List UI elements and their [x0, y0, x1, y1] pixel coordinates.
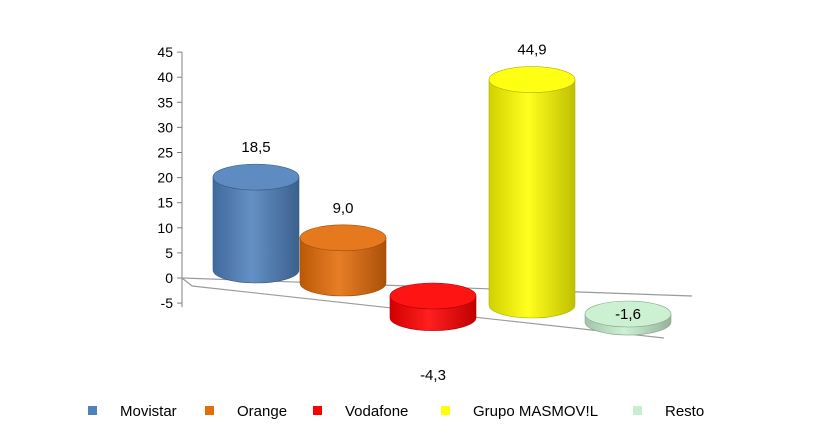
data-label-grupo-masmov-l: 44,9	[517, 42, 546, 59]
legend-label: Resto	[665, 403, 704, 420]
bars	[212, 66, 672, 336]
y-tick-label: -5	[161, 295, 174, 311]
legend-swatch	[441, 406, 450, 415]
y-tick-label: 10	[157, 220, 173, 236]
legend-swatch	[313, 406, 322, 415]
legend-item-grupo-masmov-l: Grupo MASMOV!L	[441, 403, 598, 420]
legend-item-movistar: Movistar	[88, 403, 177, 420]
data-labels: 18,5 9,0 -4,3 44,9 -1,6	[241, 42, 641, 384]
bar-orange	[299, 224, 387, 297]
data-label-vodafone: -4,3	[420, 367, 446, 384]
y-tick-label: 35	[157, 94, 173, 110]
legend: Movistar Orange Vodafone Grupo MASMOV!L Rest…	[88, 403, 704, 420]
y-tick-label: 25	[157, 145, 173, 161]
y-tick-label: 20	[157, 170, 173, 186]
legend-label: Vodafone	[345, 403, 408, 420]
legend-item-vodafone: Vodafone	[313, 403, 408, 420]
bar-vodafone	[389, 282, 477, 331]
legend-label: Movistar	[120, 403, 177, 420]
legend-item-resto: Resto	[633, 403, 704, 420]
y-tick-label: 5	[165, 245, 173, 261]
y-tick-label: 30	[157, 119, 173, 135]
legend-item-orange: Orange	[205, 403, 287, 420]
legend-swatch	[205, 406, 214, 415]
data-label-resto: -1,6	[615, 306, 641, 323]
y-tick-label: 45	[157, 44, 173, 60]
floor-side-edge	[181, 277, 193, 287]
y-axis: -5 0 5 10 15 20 25 30 35 40 45	[157, 44, 183, 311]
legend-swatch	[633, 406, 642, 415]
y-tick-label: 40	[157, 69, 173, 85]
y-tick-label: 0	[165, 270, 173, 286]
data-label-movistar: 18,5	[241, 139, 270, 156]
legend-label: Orange	[237, 403, 287, 420]
y-tick-label: 15	[157, 195, 173, 211]
bar-movistar	[212, 163, 300, 284]
data-label-orange: 9,0	[333, 200, 354, 217]
bar-grupo-masmov-l	[488, 66, 576, 319]
bar-resto	[584, 300, 672, 336]
legend-label: Grupo MASMOV!L	[473, 403, 598, 420]
legend-swatch	[88, 406, 97, 415]
